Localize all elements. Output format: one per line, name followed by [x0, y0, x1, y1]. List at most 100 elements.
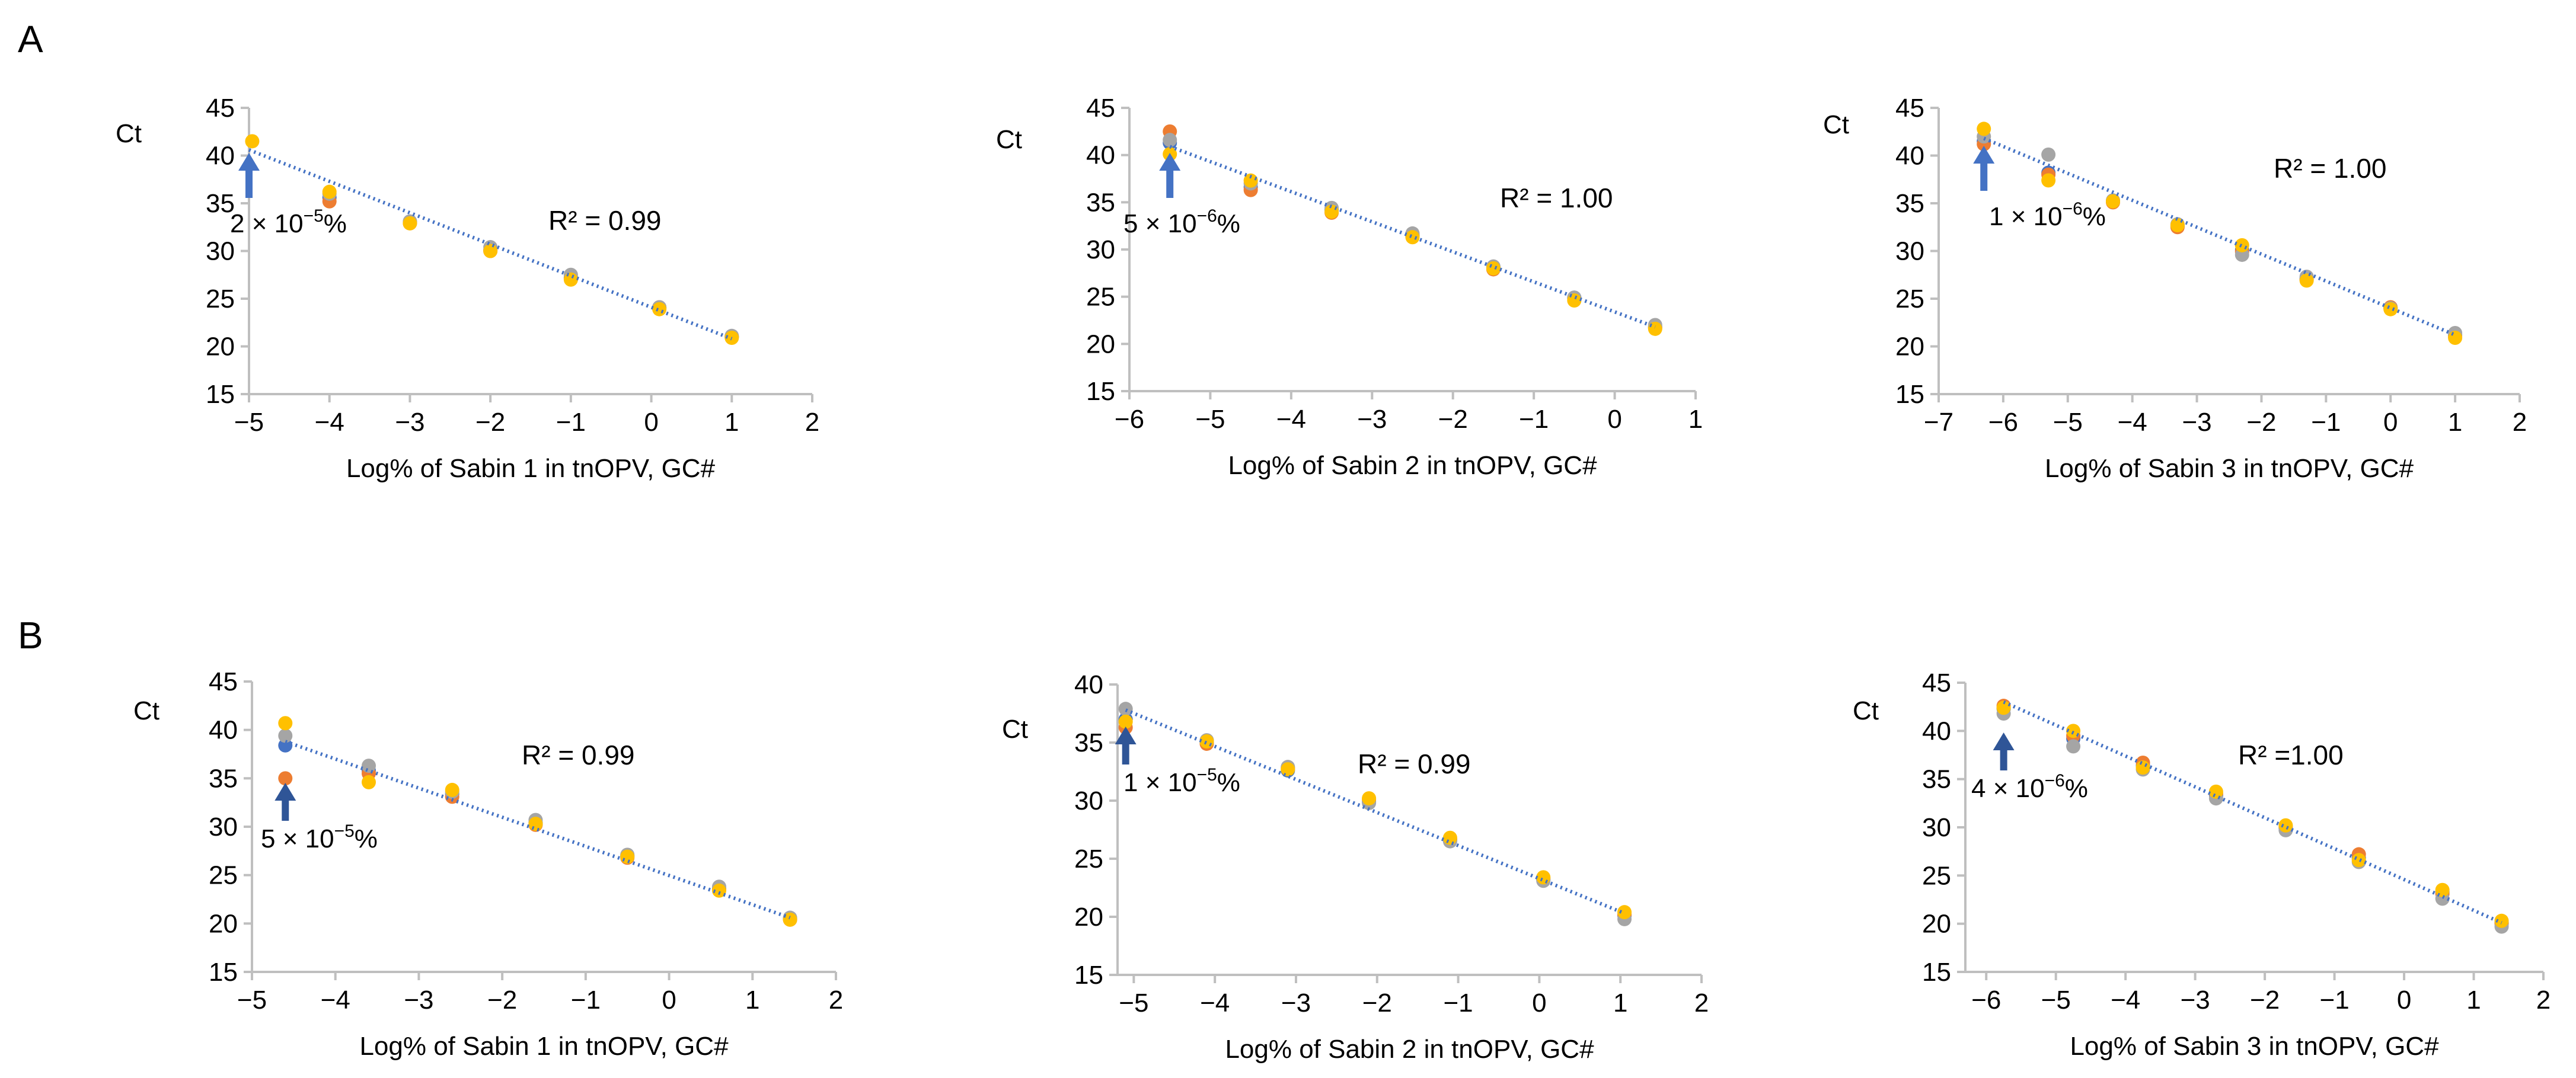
data-point-series-4 — [1362, 791, 1377, 806]
charts-container: −5 −4 −3 −2 −1 0 1 2 15 20 25 30 35 40 45 Log% of Sabin… — [116, 94, 2551, 1064]
lod-suffix: % — [355, 824, 378, 853]
x-tick-label: −1 — [571, 986, 601, 1015]
y-tick-label: 40 — [209, 716, 238, 745]
panel-label-a: A — [18, 18, 43, 60]
chart-b2: −5 −4 −3 −2 −1 0 1 2 15 20 25 30 35 40 Log% of Sabin 2… — [1002, 670, 1709, 1064]
y-tick-label: 20 — [1895, 332, 1924, 362]
x-axis-title: Log% of Sabin 2 in tnOPV, GC# — [1228, 451, 1597, 480]
y-tick-label: 30 — [1895, 237, 1924, 266]
x-tick-label: −2 — [2250, 986, 2280, 1015]
data-point-series-4 — [1648, 321, 1662, 336]
r-squared-label: R² = 1.00 — [2274, 153, 2387, 184]
y-tick-label: 30 — [209, 813, 238, 842]
lod-base: 5 × 10 — [261, 824, 334, 853]
trendline — [2003, 700, 2502, 925]
x-tick-label: −6 — [1971, 986, 2001, 1015]
data-point-series-3 — [278, 728, 293, 743]
y-tick-label: 40 — [1074, 670, 1103, 699]
x-tick-label: 2 — [805, 408, 819, 437]
data-point-series-4 — [2435, 882, 2450, 897]
x-tick-label: −1 — [556, 408, 586, 437]
lod-suffix: % — [1217, 209, 1240, 238]
x-tick-label: −4 — [315, 408, 344, 437]
x-tick-label: −4 — [2111, 986, 2140, 1015]
trendline — [248, 148, 733, 341]
lod-base: 5 × 10 — [1123, 209, 1197, 238]
y-tick-label: 15 — [1922, 958, 1951, 987]
lod-exponent: −6 — [2045, 771, 2065, 791]
y-tick-label: 45 — [206, 94, 235, 123]
x-tick-label: 1 — [1688, 405, 1703, 434]
x-tick-label: 1 — [2448, 408, 2462, 437]
x-tick-label: −7 — [1924, 408, 1953, 437]
x-tick-label: −5 — [1119, 989, 1148, 1018]
x-tick-label: −2 — [2246, 408, 2276, 437]
x-tick-label: −6 — [1115, 405, 1144, 434]
lod-base: 1 × 10 — [1123, 768, 1197, 797]
y-tick-label: 30 — [1922, 813, 1951, 842]
lod-base: 1 × 10 — [1989, 202, 2063, 231]
x-axis-title: Log% of Sabin 3 in tnOPV, GC# — [2070, 1032, 2439, 1061]
data-point-series-4 — [2106, 194, 2120, 209]
lod-label: 1 × 10−5% — [1123, 765, 1240, 797]
x-tick-label: −5 — [1195, 405, 1225, 434]
data-point-series-4 — [2351, 853, 2366, 868]
x-tick-label: −3 — [395, 408, 424, 437]
data-point-series-4 — [620, 849, 635, 864]
data-point-series-4 — [2299, 273, 2314, 288]
lod-suffix: % — [324, 209, 347, 238]
lod-base: 2 × 10 — [230, 209, 304, 238]
data-point-series-4 — [2494, 913, 2509, 928]
x-tick-label: 0 — [2383, 408, 2398, 437]
data-point-series-4 — [563, 272, 578, 287]
data-point-series-3 — [2041, 147, 2056, 162]
y-tick-label: 15 — [209, 958, 238, 987]
lod-arrow-head — [1993, 732, 2015, 750]
chart-a2: −6 −5 −4 −3 −2 −1 0 1 15 20 25 30 35 40 45 Log% of Sabi… — [996, 94, 1703, 480]
y-tick-label: 45 — [1922, 668, 1951, 698]
data-point-series-4 — [2136, 760, 2150, 775]
y-tick-label: 35 — [1074, 728, 1103, 757]
x-tick-label: 0 — [644, 408, 658, 437]
x-tick-label: 1 — [745, 986, 759, 1015]
lod-arrow-head — [1973, 146, 1995, 164]
y-tick-label: 20 — [1086, 330, 1115, 359]
data-point-series-4 — [403, 216, 417, 231]
y-tick-label: 35 — [1086, 188, 1115, 217]
r-squared-label: R² = 0.99 — [548, 205, 662, 236]
data-point-series-4 — [1442, 830, 1457, 845]
y-tick-label: 35 — [1922, 765, 1951, 794]
x-tick-label: −1 — [1443, 989, 1473, 1018]
data-point-series-4 — [483, 244, 498, 258]
x-tick-label: 0 — [1607, 405, 1621, 434]
x-tick-label: −4 — [321, 986, 350, 1015]
x-tick-label: 0 — [1532, 989, 1546, 1018]
data-point-series-4 — [1977, 121, 1991, 136]
x-tick-label: −6 — [1988, 408, 2018, 437]
x-axis-title: Log% of Sabin 2 in tnOPV, GC# — [1225, 1035, 1594, 1064]
data-point-series-4 — [1617, 905, 1632, 920]
data-point-series-4 — [445, 782, 459, 797]
x-tick-label: −1 — [2311, 408, 2341, 437]
x-tick-label: −1 — [2320, 986, 2350, 1015]
lod-exponent: −6 — [2063, 199, 2083, 219]
data-point-series-4 — [1486, 261, 1501, 276]
chart-a1: −5 −4 −3 −2 −1 0 1 2 15 20 25 30 35 40 45 Log% of Sabin… — [116, 94, 819, 483]
x-axis-title: Log% of Sabin 3 in tnOPV, GC# — [2045, 454, 2414, 483]
data-point-series-4 — [2235, 238, 2249, 252]
x-tick-label: −5 — [2041, 986, 2071, 1015]
data-point-series-4 — [1281, 762, 1295, 777]
data-point-series-4 — [278, 716, 293, 731]
lod-suffix: % — [1217, 768, 1240, 797]
y-tick-label: 40 — [1922, 716, 1951, 746]
y-tick-label: 35 — [209, 764, 238, 793]
y-tick-label: 20 — [206, 332, 235, 362]
y-tick-label: 20 — [1922, 910, 1951, 939]
x-tick-label: −4 — [1200, 989, 1230, 1018]
y-tick-label: 25 — [206, 284, 235, 314]
data-point-series-4 — [712, 883, 726, 898]
y-tick-label: 20 — [1074, 903, 1103, 932]
y-tick-label: 40 — [1895, 142, 1924, 171]
y-tick-label: 35 — [1895, 189, 1924, 218]
